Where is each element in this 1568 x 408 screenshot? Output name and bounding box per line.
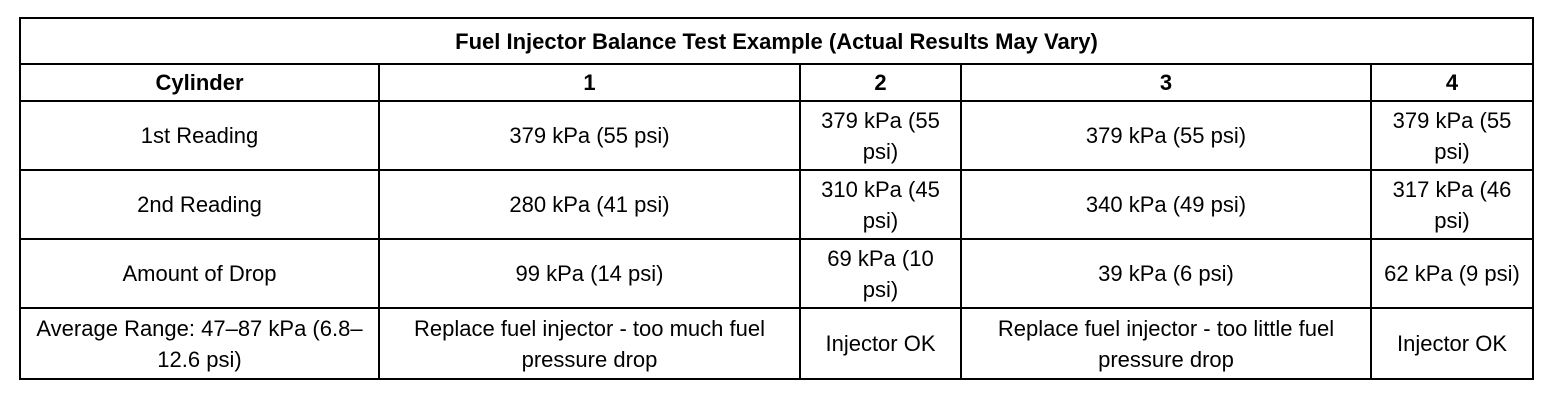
table-cell: 340 kPa (49 psi) bbox=[960, 169, 1372, 240]
table-cell: 379 kPa (55 psi) bbox=[960, 100, 1372, 171]
table-cell: 379 kPa (55 psi) bbox=[1370, 100, 1534, 171]
header-cylinder-1: 1 bbox=[378, 63, 801, 102]
table-cell: Replace fuel injector - too little fuel … bbox=[960, 307, 1372, 380]
table-cell: 317 kPa (46 psi) bbox=[1370, 169, 1534, 240]
table-cell: 310 kPa (45 psi) bbox=[799, 169, 962, 240]
table-cell: 99 kPa (14 psi) bbox=[378, 238, 801, 309]
row-label: Amount of Drop bbox=[19, 238, 380, 309]
table-header-row: Cylinder 1 2 3 4 bbox=[19, 63, 1534, 102]
header-cylinder-4: 4 bbox=[1370, 63, 1534, 102]
table-container: Fuel Injector Balance Test Example (Actu… bbox=[19, 17, 1534, 380]
table-cell: 39 kPa (6 psi) bbox=[960, 238, 1372, 309]
header-cylinder: Cylinder bbox=[19, 63, 380, 102]
table-cell: Injector OK bbox=[1370, 307, 1534, 380]
table-cell: Replace fuel injector - too much fuel pr… bbox=[378, 307, 801, 380]
row-label: Average Range: 47–87 kPa (6.8–12.6 psi) bbox=[19, 307, 380, 380]
table-cell: 62 kPa (9 psi) bbox=[1370, 238, 1534, 309]
table-cell: 379 kPa (55 psi) bbox=[799, 100, 962, 171]
table-row-average-range: Average Range: 47–87 kPa (6.8–12.6 psi) … bbox=[19, 307, 1534, 380]
table-title-row: Fuel Injector Balance Test Example (Actu… bbox=[19, 17, 1534, 65]
header-cylinder-3: 3 bbox=[960, 63, 1372, 102]
table-cell: 280 kPa (41 psi) bbox=[378, 169, 801, 240]
table-cell: 69 kPa (10 psi) bbox=[799, 238, 962, 309]
table-row-second-reading: 2nd Reading 280 kPa (41 psi) 310 kPa (45… bbox=[19, 169, 1534, 240]
table-cell: Injector OK bbox=[799, 307, 962, 380]
row-label: 1st Reading bbox=[19, 100, 380, 171]
table-row-amount-of-drop: Amount of Drop 99 kPa (14 psi) 69 kPa (1… bbox=[19, 238, 1534, 309]
header-cylinder-2: 2 bbox=[799, 63, 962, 102]
table-cell: 379 kPa (55 psi) bbox=[378, 100, 801, 171]
table-row-first-reading: 1st Reading 379 kPa (55 psi) 379 kPa (55… bbox=[19, 100, 1534, 171]
injector-balance-table: Fuel Injector Balance Test Example (Actu… bbox=[19, 17, 1534, 380]
table-title: Fuel Injector Balance Test Example (Actu… bbox=[19, 17, 1534, 65]
row-label: 2nd Reading bbox=[19, 169, 380, 240]
